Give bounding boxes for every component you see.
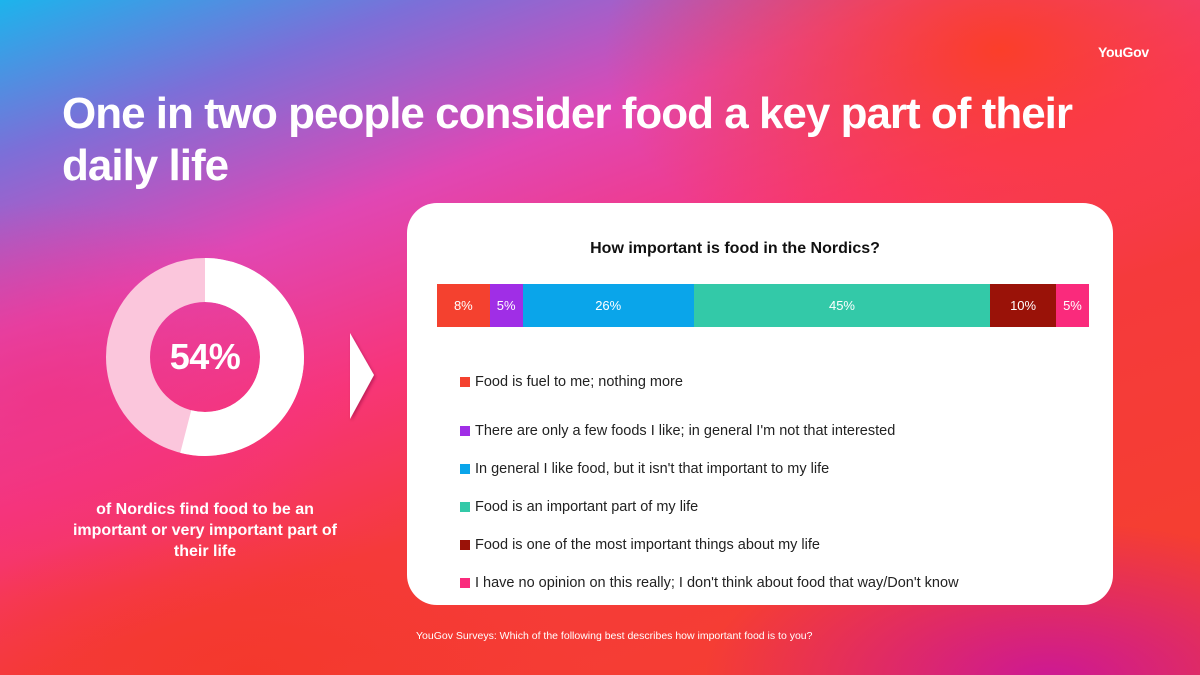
source-note: YouGov Surveys: Which of the following b… [416, 630, 813, 642]
bar-segment-label: 10% [1010, 298, 1037, 313]
bar-segment: 5% [1056, 284, 1089, 327]
chart-legend: Food is fuel to me; nothing more There ar… [460, 374, 959, 602]
legend-swatch-icon [460, 578, 470, 588]
legend-label: There are only a few foods I like; in ge… [475, 423, 896, 439]
chart-title: How important is food in the Nordics? [590, 240, 880, 257]
yougov-logo: YouGov [1098, 44, 1149, 60]
highlight-caption: of Nordics find food to be an important … [72, 501, 338, 560]
bar-segment: 8% [437, 284, 490, 327]
legend-label: Food is an important part of my life [475, 499, 699, 515]
legend-swatch-icon [460, 540, 470, 550]
bar-segment: 45% [693, 284, 991, 327]
stacked-bar: 8% 5% 26% 45% 10% 5% [437, 284, 1089, 327]
legend-label: I have no opinion on this really; I don'… [475, 575, 959, 591]
legend-label: Food is fuel to me; nothing more [475, 374, 683, 390]
highlight-donut-chart: 54% [106, 258, 304, 456]
legend-item: Food is an important part of my life [460, 488, 959, 526]
donut-ring [106, 258, 304, 456]
legend-item: Food is fuel to me; nothing more [460, 374, 959, 390]
bar-segment: 10% [990, 284, 1057, 327]
highlight-value: 54% [169, 336, 241, 377]
legend-swatch-icon [460, 502, 470, 512]
bar-segment: 26% [522, 284, 694, 327]
legend-swatch-icon [460, 377, 470, 387]
bar-segment-label: 5% [496, 298, 516, 313]
bar-segment-label: 45% [828, 298, 855, 313]
bar-segment: 5% [489, 284, 523, 327]
legend-swatch-icon [460, 426, 470, 436]
legend-item: In general I like food, but it isn't tha… [460, 450, 959, 488]
arrow-right-icon [350, 333, 374, 419]
legend-label: In general I like food, but it isn't tha… [475, 461, 830, 477]
bar-segment-label: 26% [595, 298, 622, 313]
chart-card: How important is food in the Nordics? 8%… [407, 203, 1113, 605]
bar-segment-label: 5% [1063, 298, 1082, 313]
legend-item: There are only a few foods I like; in ge… [460, 412, 959, 450]
legend-item: I have no opinion on this really; I don'… [460, 564, 959, 602]
legend-label: Food is one of the most important things… [475, 537, 820, 553]
page-title: One in two people consider food a key pa… [62, 89, 1073, 190]
bar-segment-label: 8% [453, 298, 473, 313]
legend-item: Food is one of the most important things… [460, 526, 959, 564]
legend-swatch-icon [460, 464, 470, 474]
